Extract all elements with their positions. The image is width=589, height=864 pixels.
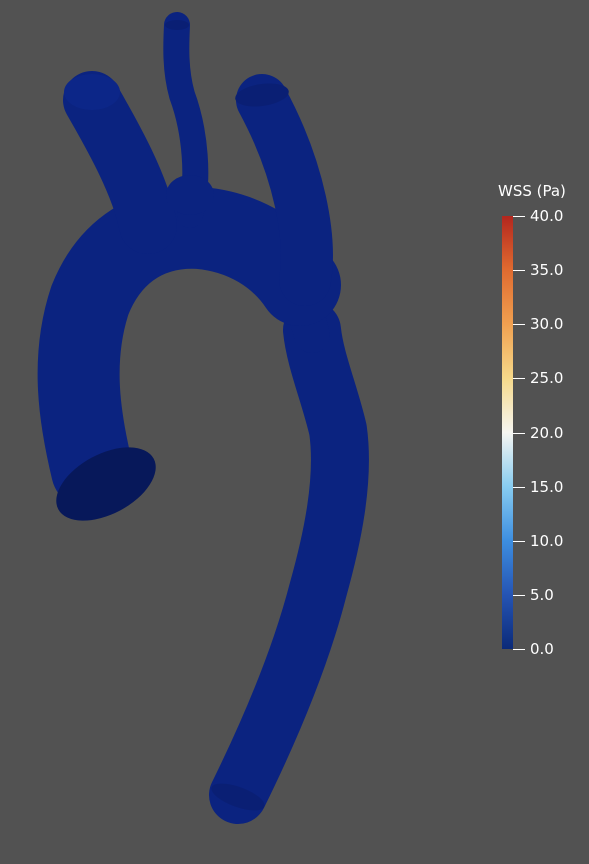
aorta-surface[interactable] [37,12,369,824]
legend-tick-label: 25.0 [530,369,564,388]
legend-tick-mark [513,432,525,434]
legend-tick-label: 15.0 [530,477,564,496]
descending-outlet [211,783,265,811]
legend-tick-mark [513,594,525,596]
brachiocephalic-outlet [64,74,120,110]
legend-tick-mark [513,486,525,488]
descending-aorta[interactable] [209,301,369,824]
legend-tick-label: 30.0 [530,315,564,334]
legend-tick-mark [513,649,525,650]
legend-tick-mark [513,378,525,380]
colorbar [502,216,513,649]
legend-title: WSS (Pa) [498,182,566,200]
legend-tick-mark [513,270,525,272]
carotid-base [166,175,214,215]
legend-tick-mark [513,324,525,326]
aortic-arch[interactable] [37,186,341,511]
legend-tick-label: 40.0 [530,207,564,225]
carotid-outlet [165,20,189,30]
legend-tick-label: 35.0 [530,261,564,280]
ascending-aorta-outlet [56,447,156,521]
subclavian-outlet [235,83,289,107]
legend-tick-label: 0.0 [530,640,554,658]
left-subclavian-branch[interactable] [236,74,333,306]
legend-tick-mark [513,216,525,217]
wss-color-legend: WSS (Pa) 40.0 35.0 30.0 25.0 20.0 15.0 10.0 5.0… [496,182,586,662]
legend-tick-mark [513,540,525,542]
brachiocephalic-branch[interactable] [63,71,177,254]
legend-tick-label: 20.0 [530,423,564,442]
legend-tick-label: 5.0 [530,585,554,604]
legend-tick-label: 10.0 [530,531,564,550]
